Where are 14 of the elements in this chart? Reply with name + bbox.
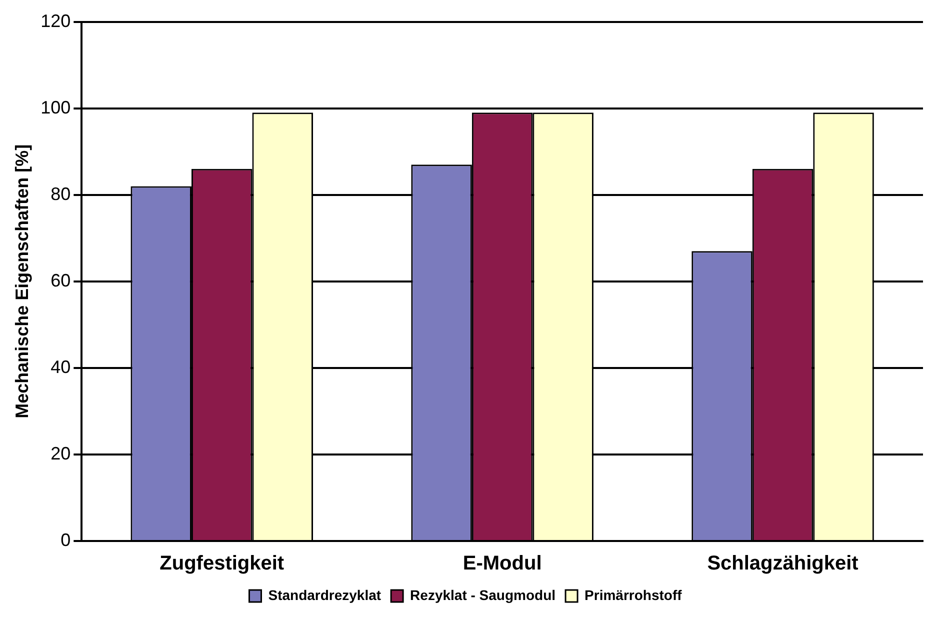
x-tick-label: E-Modul <box>462 552 542 575</box>
y-tick-label: 120 <box>40 10 71 31</box>
y-tick-label: 20 <box>50 443 71 464</box>
y-tick-label: 0 <box>60 530 71 550</box>
legend-label: Rezyklat - Saugmodul <box>410 586 556 603</box>
y-tick-label: 80 <box>50 184 71 204</box>
y-tick-label: 60 <box>50 270 71 290</box>
y-tick-label: 100 <box>40 97 71 118</box>
y-tick-label: 40 <box>50 356 71 377</box>
legend-label: Standardrezyklat <box>268 586 382 603</box>
x-tick-label: Zugfestigkeit <box>160 552 284 575</box>
y-axis-title: Mechanische Eigenschaften [%] <box>12 144 32 418</box>
legend-label: Primärrohstoff <box>584 586 682 603</box>
x-tick-label: Schlagzähigkeit <box>707 552 859 575</box>
